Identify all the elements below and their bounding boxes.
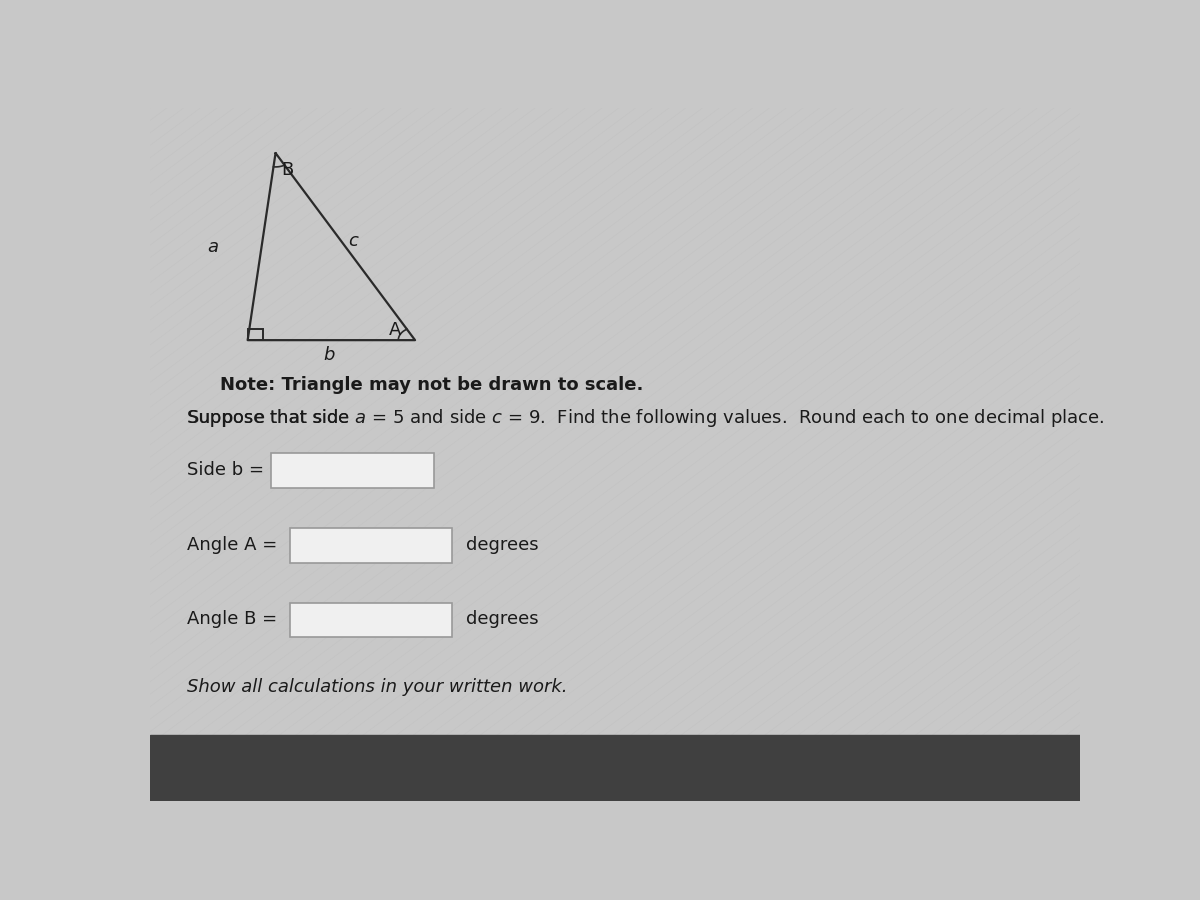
Text: Angle A =: Angle A = (187, 536, 277, 554)
Text: Angle B =: Angle B = (187, 610, 277, 628)
FancyBboxPatch shape (289, 528, 452, 562)
Text: Suppose that side: Suppose that side (187, 410, 355, 427)
Text: degrees: degrees (467, 610, 539, 628)
FancyBboxPatch shape (271, 453, 433, 488)
Text: A: A (389, 320, 402, 338)
Text: a: a (208, 238, 218, 256)
Bar (247, 329, 263, 340)
Text: Note: Triangle may not be drawn to scale.: Note: Triangle may not be drawn to scale… (220, 376, 643, 394)
FancyBboxPatch shape (289, 603, 452, 637)
Text: Side b =: Side b = (187, 461, 264, 479)
Bar (150, 735, 1080, 801)
Text: b: b (324, 346, 335, 364)
Text: degrees: degrees (467, 536, 539, 554)
Text: Suppose that side $a$ = 5 and side $c$ = 9.  Find the following values.  Round e: Suppose that side $a$ = 5 and side $c$ =… (187, 408, 1105, 429)
Text: c: c (348, 232, 358, 250)
Text: Show all calculations in your written work.: Show all calculations in your written wo… (187, 678, 568, 696)
Text: B: B (282, 161, 294, 179)
